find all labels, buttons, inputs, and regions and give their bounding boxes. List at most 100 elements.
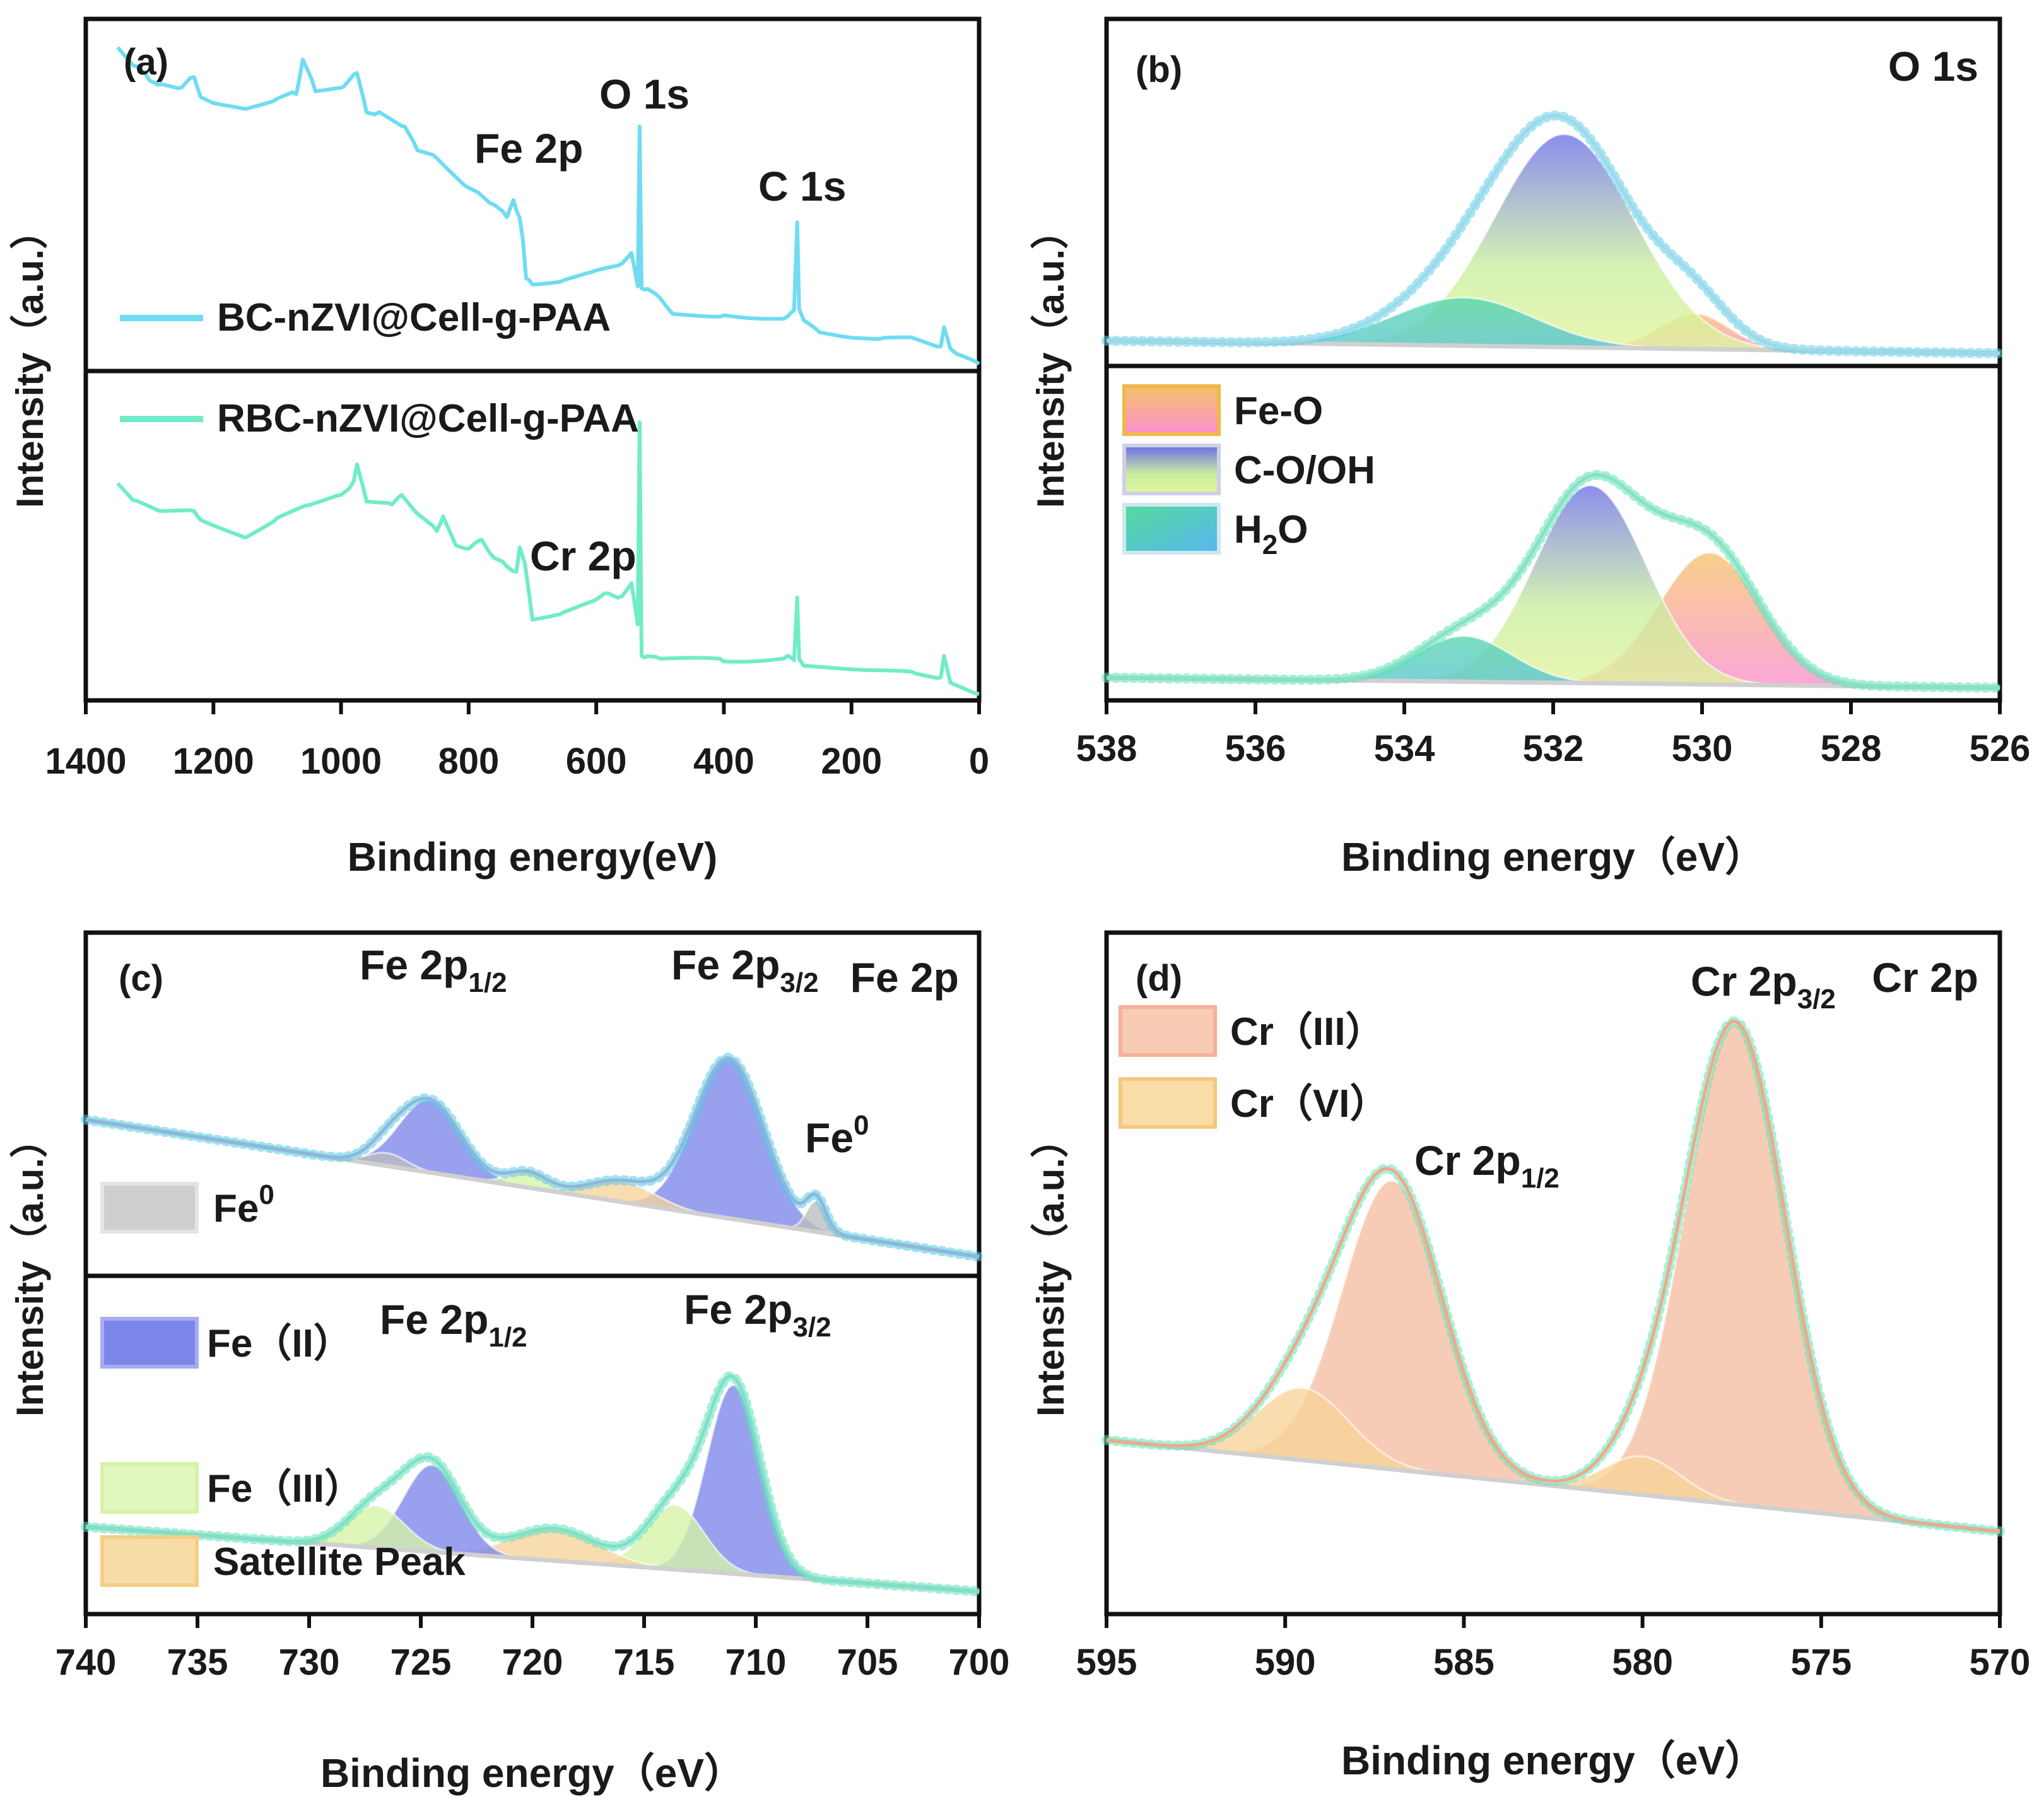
panel-d-tick-label: 575: [1790, 1642, 1852, 1683]
panel-b-tick-label: 526: [1970, 728, 2031, 769]
legend-cr6-swatch: [1119, 1077, 1217, 1129]
label-fe2p32-top: Fe 2p3/2: [671, 941, 819, 998]
panel-a-x-ticks: 1400 1200 1000 800 600 400 200 0: [45, 700, 989, 782]
legend-fe0-label: Fe0: [213, 1179, 274, 1230]
panel-c-y-label: Intensity（a.u.）: [9, 1120, 51, 1417]
panel-d: 595 590 585 580 575 570 (d) Cr 2p Cr 2p3/2 Cr…: [1030, 930, 2031, 1783]
panel-d-title: Cr 2p: [1872, 954, 1978, 1001]
panel-d-frame: [1104, 930, 2002, 1617]
panel-a-tick-label: 1000: [300, 741, 382, 782]
annotation-cr2p: Cr 2p: [530, 533, 637, 579]
o1s-top-component-1: [1106, 133, 2000, 355]
panel-b-x-ticks: 538 536 534 532 530 528 526: [1076, 700, 2031, 769]
panel-b-tick-label: 532: [1523, 728, 1584, 769]
legend-co-label: C-O/OH: [1234, 449, 1375, 492]
fe2p-top-fit-envelope: [85, 1056, 980, 1259]
panel-d-tick-label: 590: [1255, 1642, 1316, 1683]
legend-feo-swatch: [1122, 384, 1221, 436]
panel-a-label: (a): [124, 42, 168, 83]
label-fe2p12-bottom: Fe 2p1/2: [380, 1296, 527, 1353]
panel-d-tick-label: 580: [1612, 1642, 1673, 1683]
panel-d-series: [1101, 1016, 2005, 1537]
panel-b-tick-label: 538: [1076, 728, 1137, 769]
panel-a: 1400 1200 1000 800 600 400 200 0 (a) Fe 2p O 1s…: [9, 16, 989, 880]
legend-fe3-label: Fe（III）: [207, 1466, 363, 1511]
label-cr2p12: Cr 2p1/2: [1414, 1137, 1559, 1194]
panel-c-tick-label: 715: [614, 1642, 675, 1683]
legend-cr3-label: Cr（III）: [1230, 1010, 1385, 1054]
panel-d-tick-label: 595: [1076, 1642, 1137, 1683]
panel-a-tick-label: 400: [693, 741, 755, 782]
panel-b: 538 536 534 532 530 528 526 (b) O 1s Fe-O C-O/…: [1030, 16, 2031, 880]
o1s-bottom-fit-envelope: [1106, 473, 2000, 690]
panel-a-x-label: Binding energy(eV): [348, 834, 718, 880]
panel-a-series: [116, 46, 980, 696]
panel-a-tick-label: 0: [969, 741, 989, 782]
legend-bc-label: BC-nZVI@Cell-g-PAA: [217, 296, 611, 339]
panel-a-tick-label: 600: [566, 741, 627, 782]
panel-c-tick-label: 725: [391, 1642, 452, 1683]
annotation-o1s: O 1s: [599, 71, 690, 117]
legend-satellite-swatch: [100, 1535, 199, 1587]
panel-c-tick-label: 705: [837, 1642, 898, 1683]
panel-c-tick-label: 700: [949, 1642, 1010, 1683]
panel-a-tick-label: 800: [438, 741, 499, 782]
panel-d-y-label: Intensity（a.u.）: [1030, 1120, 1072, 1417]
label-fe2p12-top: Fe 2p1/2: [360, 941, 507, 998]
panel-a-tick-label: 1400: [45, 741, 126, 782]
legend-h2o-swatch: [1122, 503, 1221, 555]
panel-d-x-ticks: 595 590 585 580 575 570: [1076, 1614, 2031, 1683]
panel-b-title: O 1s: [1888, 43, 1978, 90]
panel-c-title: Fe 2p: [850, 954, 959, 1001]
cr2p-baseline: [1106, 1437, 2000, 1534]
panel-c-x-ticks: 740 735 730 725 720 715 710 705 700: [56, 1614, 1010, 1683]
rbc-survey-line: [116, 420, 980, 696]
panel-c-x-label: Binding energy（eV）: [320, 1750, 744, 1796]
panel-b-tick-label: 530: [1672, 728, 1733, 769]
panel-c-frame: [83, 930, 982, 1617]
panel-c-tick-label: 735: [167, 1642, 228, 1683]
panel-c-tick-label: 730: [279, 1642, 340, 1683]
panel-c-tick-label: 720: [502, 1642, 563, 1683]
legend-fe3-swatch: [100, 1462, 199, 1514]
legend-cr6-label: Cr（VI）: [1230, 1082, 1389, 1126]
legend-co-swatch: [1122, 444, 1221, 495]
panel-d-x-label: Binding energy（eV）: [1341, 1738, 1765, 1783]
legend-rbc-label: RBC-nZVI@Cell-g-PAA: [217, 397, 639, 440]
panel-c-series: [81, 1052, 984, 1597]
label-cr2p32: Cr 2p3/2: [1691, 958, 1836, 1015]
label-fe0-peak: Fe0: [805, 1110, 869, 1161]
label-fe2p32-bottom: Fe 2p3/2: [684, 1286, 831, 1343]
panel-a-y-label: Intensity（a.u.）: [9, 211, 51, 508]
annotation-c1s: C 1s: [758, 163, 846, 209]
panel-c: 740 735 730 725 720 715 710 705 700 (c) Fe 2p Fe…: [9, 930, 1010, 1796]
legend-fe0-swatch: [100, 1182, 199, 1234]
panel-a-tick-label: 1200: [173, 741, 254, 782]
cr2p-fit-envelope: [1106, 1019, 2000, 1533]
panel-c-tick-label: 740: [56, 1642, 117, 1683]
legend-fe2-label: Fe（II）: [207, 1321, 353, 1365]
panel-d-label: (d): [1136, 958, 1182, 999]
legend-h2o-label: H2O: [1234, 508, 1308, 560]
legend-satellite-label: Satellite Peak: [213, 1540, 466, 1584]
panel-b-label: (b): [1136, 49, 1182, 90]
panel-a-tick-label: 200: [821, 741, 882, 782]
panel-d-tick-label: 570: [1970, 1642, 2031, 1683]
legend-feo-label: Fe-O: [1234, 389, 1323, 433]
panel-b-x-label: Binding energy（eV）: [1341, 834, 1765, 880]
panel-b-y-label: Intensity（a.u.）: [1030, 211, 1072, 508]
legend-fe2-swatch: [100, 1317, 199, 1369]
panel-c-tick-label: 710: [725, 1642, 787, 1683]
panel-b-tick-label: 536: [1225, 728, 1286, 769]
annotation-fe2p: Fe 2p: [474, 125, 583, 172]
panel-b-tick-label: 534: [1374, 728, 1435, 769]
panel-b-tick-label: 528: [1821, 728, 1882, 769]
panel-d-tick-label: 585: [1433, 1642, 1495, 1683]
panel-b-series: [1101, 110, 2005, 693]
panel-a-frame: [83, 16, 982, 703]
bc-survey-line: [116, 46, 980, 366]
fe2p-bottom-fit-envelope: [85, 1374, 980, 1593]
o1s-top-fit-envelope: [1106, 114, 2000, 355]
panel-c-label: (c): [119, 958, 163, 999]
